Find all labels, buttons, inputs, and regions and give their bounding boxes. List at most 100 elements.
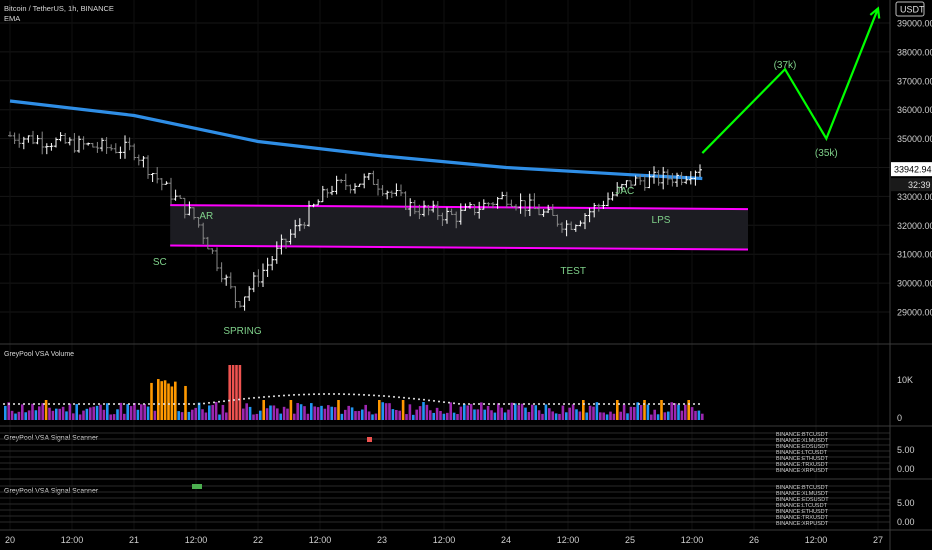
- volume-ma-dot: [558, 403, 560, 405]
- scanner-symbol-label: BINANCE:TRXUSDT: [776, 462, 829, 468]
- volume-ma-dot: [498, 403, 500, 405]
- volume-ma-dot: [433, 399, 435, 402]
- volume-bar: [466, 405, 469, 420]
- volume-bar: [160, 381, 163, 420]
- volume-ma-dot: [488, 403, 490, 405]
- volume-bar: [102, 409, 106, 420]
- volume-bar: [269, 405, 272, 420]
- volume-ma-dot: [318, 393, 320, 396]
- volume-ma-dot: [338, 393, 340, 396]
- volume-ma-dot: [508, 403, 510, 405]
- time-tick-label: 12:00: [557, 535, 580, 545]
- volume-bar: [401, 400, 405, 420]
- volume-bar: [85, 408, 89, 420]
- volume-ma-dot: [423, 398, 425, 401]
- volume-bar: [558, 413, 561, 420]
- label-test: TEST: [560, 266, 586, 277]
- volume-bar: [609, 411, 612, 420]
- volume-bar: [150, 382, 153, 420]
- time-tick-label: 24: [501, 535, 511, 545]
- volume-bar: [367, 411, 371, 420]
- currency-label: USDT: [900, 5, 925, 15]
- volume-ma-dot: [28, 403, 30, 405]
- volume-ma-dot: [138, 403, 140, 405]
- projection-path: [701, 6, 881, 154]
- volume-bar: [75, 404, 78, 420]
- scanner-signal-mark: [192, 484, 202, 489]
- volume-bar: [490, 410, 493, 420]
- scanner-symbol-label: BINANCE:LTCUSDT: [776, 503, 828, 509]
- volume-ma-dot: [233, 399, 235, 402]
- scanner-symbol-label: BINANCE:XRPUSDT: [776, 468, 829, 474]
- volume-bar: [44, 400, 48, 420]
- volume-bar: [663, 412, 667, 420]
- ema-path: [9, 99, 703, 181]
- volume-ma-dot: [443, 401, 445, 404]
- volume-ma-dot: [18, 403, 20, 405]
- volume-pane-title: GreyPool VSA Volume: [4, 351, 74, 358]
- volume-bar: [316, 407, 320, 420]
- volume-bar: [228, 365, 231, 420]
- volume-bar: [31, 403, 34, 420]
- volume-ma-dot: [293, 393, 295, 396]
- volume-bar: [626, 413, 629, 420]
- volume-bar: [61, 406, 65, 420]
- volume-ma-dot: [173, 403, 175, 405]
- label-target-high: (37k): [774, 60, 797, 71]
- volume-ma-dot: [33, 403, 35, 405]
- volume-bar: [354, 411, 357, 420]
- volume-ma-dot: [563, 403, 565, 405]
- volume-ma-dot: [313, 393, 315, 396]
- volume-bar: [446, 412, 449, 420]
- volume-ma-dot: [183, 403, 185, 405]
- price-tick-label: 33000.00: [897, 192, 932, 202]
- scanner-tick-5: 5.00: [897, 498, 915, 508]
- time-tick-label: 12:00: [805, 535, 828, 545]
- volume-bar: [92, 406, 95, 420]
- volume-ma-dot: [13, 403, 15, 405]
- volume-ma-dot: [528, 403, 530, 405]
- volume-ma-dot: [678, 403, 680, 405]
- scanner-symbol-label: BINANCE:ETHUSDT: [776, 509, 829, 515]
- scanner-tick-5: 5.00: [897, 445, 915, 455]
- time-tick-label: 23: [377, 535, 387, 545]
- volume-bar: [82, 410, 85, 420]
- volume-ma-dot: [273, 395, 275, 398]
- volume-ma-dot: [633, 403, 635, 405]
- volume-ma-dot: [43, 403, 45, 405]
- volume-ma-dot: [593, 403, 595, 405]
- volume-bar: [435, 407, 439, 420]
- volume-bar: [116, 409, 119, 420]
- volume-bar: [378, 400, 381, 420]
- volume-bar: [344, 409, 347, 420]
- volume-ma-dot: [483, 403, 485, 405]
- scanner-symbol-label: BINANCE:TRXUSDT: [776, 515, 829, 521]
- volume-bar: [259, 410, 262, 420]
- scanner-symbol-label: BINANCE:ETHUSDT: [776, 456, 829, 462]
- volume-bar: [143, 403, 146, 420]
- volume-bar: [568, 407, 571, 420]
- volume-bar: [612, 413, 616, 420]
- scanner-symbol-label: BINANCE:XLMUSDT: [776, 491, 829, 497]
- volume-bar: [476, 409, 480, 420]
- volume-tick-10k: 10K: [897, 375, 913, 385]
- volume-bar: [350, 407, 354, 420]
- volume-ma-dot: [683, 403, 685, 405]
- volume-ma-dot: [23, 403, 25, 405]
- volume-ma-dot: [403, 396, 405, 399]
- volume-bar: [493, 412, 497, 420]
- volume-ma-dot: [163, 403, 165, 405]
- volume-ma-dot: [638, 403, 640, 405]
- scanner-panes: GreyPool VSA Signal ScannerBINANCE:BTCUS…: [0, 432, 915, 527]
- volume-bar: [524, 407, 527, 420]
- volume-ma-dot: [133, 403, 135, 405]
- volume-bar: [194, 407, 197, 420]
- volume-bar: [242, 408, 245, 420]
- volume-bar: [99, 404, 102, 420]
- volume-bar: [157, 379, 160, 420]
- volume-bar: [4, 405, 7, 420]
- volume-ma-dot: [648, 403, 650, 405]
- volume-bar: [170, 386, 174, 420]
